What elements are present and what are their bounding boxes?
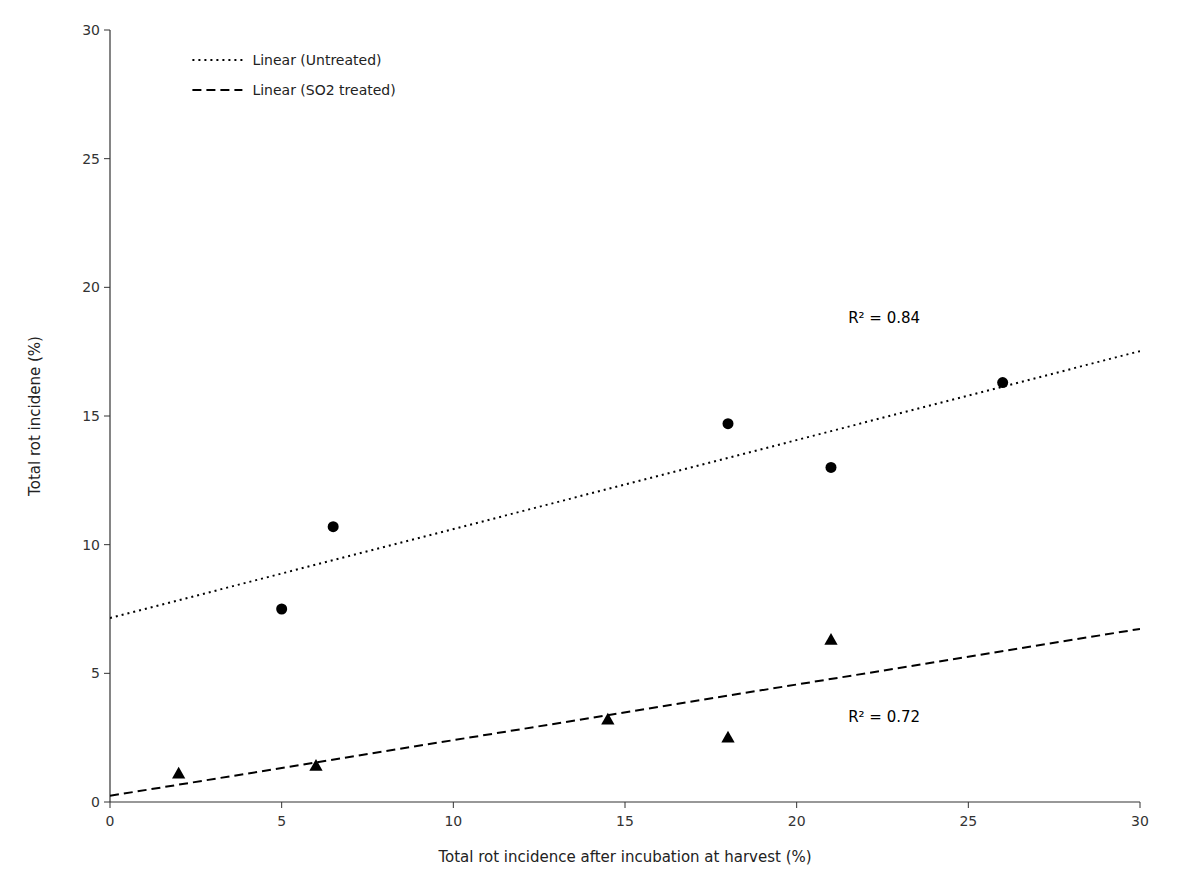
x-tick-label: 0 <box>106 813 115 829</box>
x-tick <box>453 802 454 808</box>
y-tick <box>104 158 110 159</box>
circle-point <box>723 418 734 429</box>
legend-swatch <box>192 89 242 91</box>
legend-label: Linear (Untreated) <box>252 52 381 68</box>
y-tick-label: 20 <box>82 279 100 295</box>
fit-line <box>110 629 1140 796</box>
x-tick <box>796 802 797 808</box>
x-axis-label: Total rot incidence after incubation at … <box>437 848 811 866</box>
y-tick <box>104 30 110 31</box>
y-tick-label: 10 <box>82 537 100 553</box>
circle-point <box>826 462 837 473</box>
x-tick <box>1140 802 1141 808</box>
x-tick-label: 25 <box>959 813 977 829</box>
x-tick <box>110 802 111 808</box>
x-tick-label: 10 <box>444 813 462 829</box>
y-tick <box>104 802 110 803</box>
triangle-point <box>721 731 734 743</box>
y-tick <box>104 544 110 545</box>
legend-label: Linear (SO2 treated) <box>252 82 395 98</box>
x-tick-label: 15 <box>616 813 634 829</box>
legend-swatch <box>192 59 242 61</box>
x-tick <box>625 802 626 808</box>
y-tick-label: 30 <box>82 22 100 38</box>
legend: Linear (Untreated) Linear (SO2 treated) <box>192 52 395 98</box>
y-tick-label: 15 <box>82 408 100 424</box>
x-tick <box>968 802 969 808</box>
circle-point <box>276 604 287 615</box>
x-tick-label: 20 <box>788 813 806 829</box>
annotation: R² = 0.84 <box>848 309 920 327</box>
plot-area <box>110 351 1140 796</box>
y-axis-label: Total rot incidene (%) <box>26 336 44 497</box>
y-tick <box>104 287 110 288</box>
y-tick-label: 5 <box>91 665 100 681</box>
x-tick <box>281 802 282 808</box>
triangle-point <box>824 633 837 645</box>
y-tick <box>104 416 110 417</box>
annotation: R² = 0.72 <box>848 708 920 726</box>
y-tick <box>104 673 110 674</box>
y-tick-label: 25 <box>82 151 100 167</box>
y-tick-label: 0 <box>91 794 100 810</box>
circle-point <box>328 521 339 532</box>
triangle-point <box>172 767 185 779</box>
x-tick-label: 30 <box>1131 813 1149 829</box>
x-tick-label: 5 <box>277 813 286 829</box>
chart: 0 5 10 15 20 25 30 0 5 10 15 20 25 30 Total rot incide… <box>0 0 1180 892</box>
fit-line <box>110 351 1140 618</box>
